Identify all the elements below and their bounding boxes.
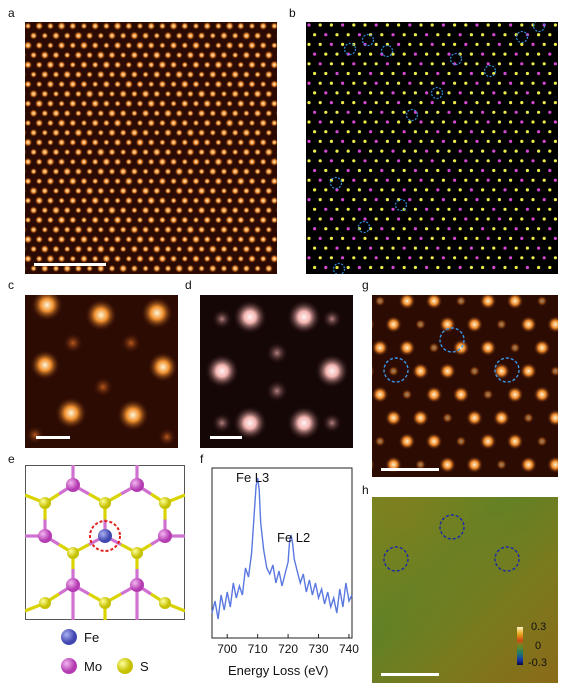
spectrum-series-line [212, 478, 352, 619]
atomic-model-e [25, 465, 185, 620]
plot-frame [212, 468, 352, 638]
peak-label-fe-l2: Fe L2 [277, 530, 310, 545]
panel-label-g: g [362, 278, 369, 292]
colorbar-tick-min: -0.3 [528, 657, 547, 669]
x-axis-label: Energy Loss (eV) [228, 663, 328, 678]
legend-fe-ball [61, 629, 77, 645]
panel-label-h: h [362, 483, 369, 497]
stem-image-a [25, 22, 277, 274]
scale-bar-d [210, 436, 242, 439]
strain-map-h: 0.3 0 -0.3 [372, 497, 558, 683]
eels-spectrum-f: 700 710 720 730 740 Fe L3 Fe L2 Energy Loss … [200, 462, 360, 687]
simulated-image-d [200, 295, 353, 448]
colorbar-tick-zero: 0 [535, 640, 541, 652]
panel-label-b: b [289, 6, 296, 20]
scale-bar-h [381, 673, 439, 676]
legend-mo-ball [61, 658, 77, 674]
stem-zoom-c [25, 295, 178, 448]
colorbar-tick-max: 0.3 [531, 621, 546, 633]
atom-map-b [306, 22, 558, 274]
legend-s-ball [117, 658, 133, 674]
panel-label-d: d [185, 278, 192, 292]
legend-label-s: S [140, 659, 149, 674]
scale-bar-a [34, 263, 106, 266]
legend-e: Fe Mo S [60, 628, 190, 678]
panel-label-e: e [8, 452, 15, 466]
x-tick-label-700: 700 [217, 642, 237, 656]
x-tick-label-720: 720 [278, 642, 298, 656]
stem-image-g [372, 295, 558, 477]
legend-label-fe: Fe [84, 630, 99, 645]
x-tick-label-730: 730 [309, 642, 329, 656]
x-tick-label-740: 740 [339, 642, 359, 656]
panel-label-a: a [8, 6, 15, 20]
colorbar [517, 627, 523, 665]
x-tick-label-710: 710 [248, 642, 268, 656]
panel-label-c: c [8, 278, 14, 292]
scale-bar-g [381, 468, 439, 471]
peak-label-fe-l3: Fe L3 [236, 470, 269, 485]
legend-label-mo: Mo [84, 659, 102, 674]
scale-bar-c [36, 436, 70, 439]
